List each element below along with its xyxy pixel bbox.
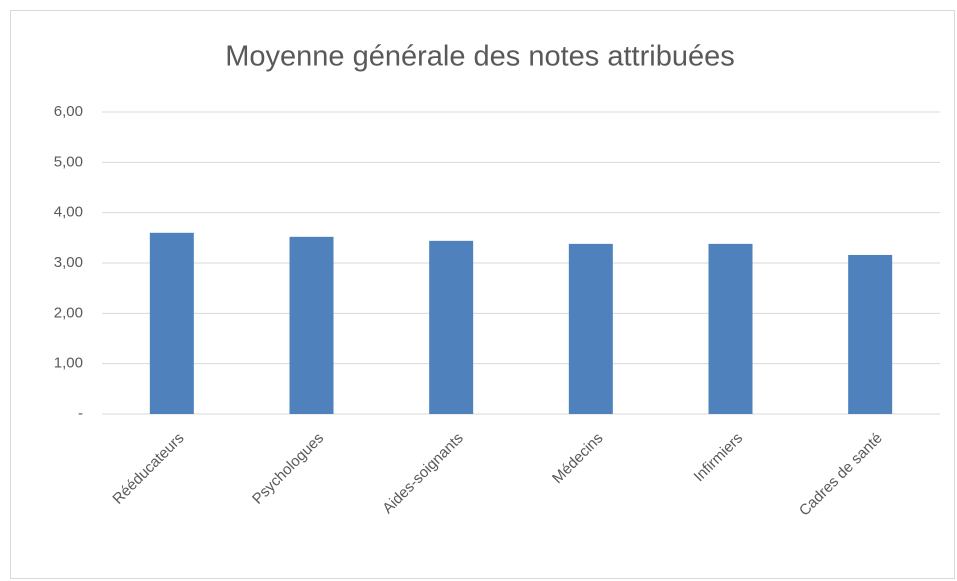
bar (429, 240, 474, 414)
y-tick-label: 3,00 (54, 254, 83, 271)
y-tick-label: 5,00 (54, 153, 83, 170)
bar (708, 243, 753, 414)
bar (568, 243, 613, 414)
y-tick-label: 4,00 (54, 204, 83, 221)
y-tick-label: 2,00 (54, 304, 83, 321)
y-tick-label: - (78, 405, 83, 422)
y-tick-label: 1,00 (54, 355, 83, 372)
bar (289, 236, 334, 414)
y-tick-label: 6,00 (54, 103, 83, 120)
bar (149, 232, 194, 414)
bar (848, 254, 893, 414)
chart-title: Moyenne générale des notes attribuées (225, 41, 734, 73)
